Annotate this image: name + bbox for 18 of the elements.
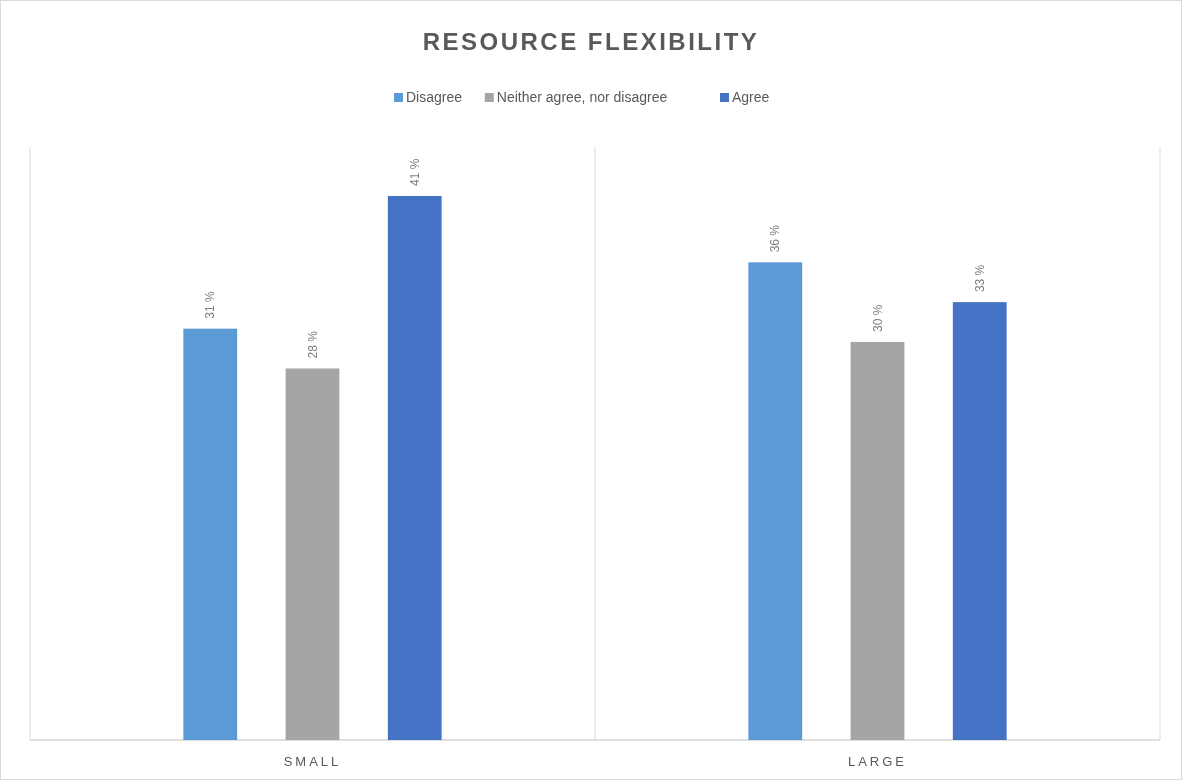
bar [850,341,905,740]
bar [183,328,238,740]
legend-label: Neither agree, nor disagree [496,89,668,105]
chart-title: RESOURCE FLEXIBILITY [422,28,760,55]
data-label: 28 % [305,330,320,359]
bar [387,195,442,740]
data-label: 31 % [203,290,218,319]
bar [952,302,1007,740]
bar [748,262,803,740]
data-label: 30 % [870,304,885,332]
bar [285,368,340,740]
data-label: 41 % [407,158,422,186]
x-tick-label: LARGE [847,754,908,769]
data-label: 33 % [972,264,987,293]
legend-label: Disagree [406,89,463,105]
data-label: 36 % [768,224,783,253]
legend-label: Agree [732,89,770,105]
x-tick-label: SMALL [283,754,342,769]
